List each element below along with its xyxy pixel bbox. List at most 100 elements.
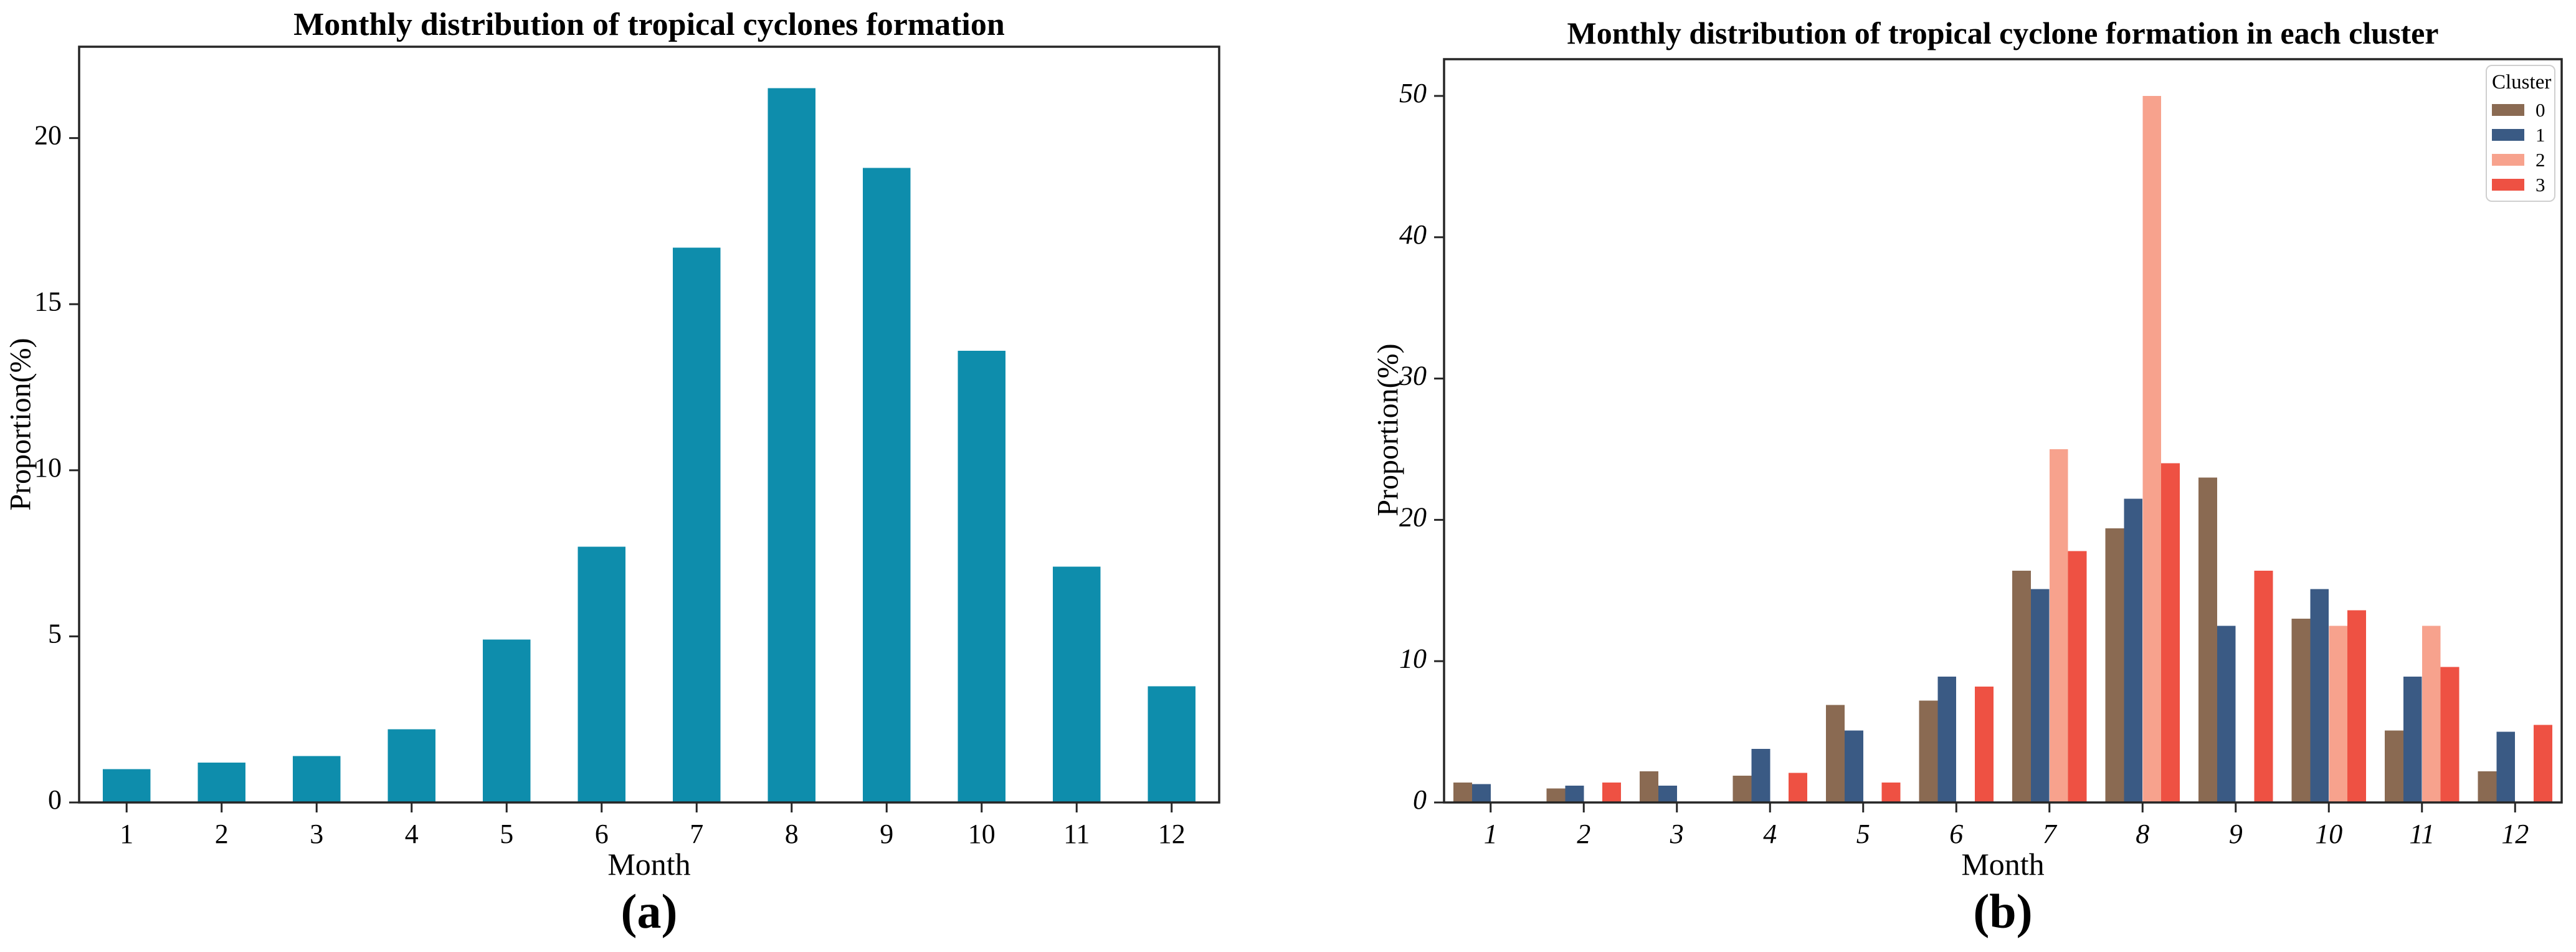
y-tick-label: 0 bbox=[48, 784, 62, 815]
chart-a-caption: (a) bbox=[620, 884, 678, 938]
bar-cluster-1-month-3 bbox=[1658, 785, 1677, 802]
x-tick-label: 7 bbox=[690, 819, 703, 849]
bar-cluster-0-month-12 bbox=[2478, 771, 2497, 802]
bar-month-8 bbox=[768, 88, 815, 803]
bar-month-3 bbox=[293, 756, 341, 802]
y-tick-label: 20 bbox=[34, 120, 62, 151]
bar-cluster-0-month-10 bbox=[2291, 619, 2311, 802]
bar-month-6 bbox=[577, 546, 625, 802]
bar-cluster-3-month-11 bbox=[2440, 667, 2460, 802]
legend-row-cluster-2: 2 bbox=[2492, 150, 2549, 169]
bar-cluster-3-month-12 bbox=[2534, 725, 2553, 802]
bar-cluster-3-month-2 bbox=[1602, 783, 1621, 802]
x-tick-label: 1 bbox=[120, 819, 133, 849]
chart-a-ylabel: Proportion(%) bbox=[4, 338, 37, 511]
bar-cluster-3-month-6 bbox=[1975, 687, 1994, 802]
bar-month-7 bbox=[673, 247, 721, 803]
chart-a-panel: 0 5 10 15 20 1 2 3 4 5 6 7 8 9 10 11 12 Monthly distribu… bbox=[4, 7, 1220, 938]
bar-cluster-0-month-2 bbox=[1546, 788, 1566, 802]
x-tick-label: 5 bbox=[500, 819, 513, 849]
x-tick-label: 6 bbox=[1949, 819, 1963, 849]
bar-cluster-0-month-8 bbox=[2105, 528, 2124, 802]
bar-cluster-3-month-10 bbox=[2347, 610, 2367, 802]
bar-cluster-1-month-4 bbox=[1751, 748, 1770, 802]
bar-cluster-3-month-9 bbox=[2254, 571, 2273, 802]
bar-month-1 bbox=[103, 769, 151, 802]
bar-cluster-0-month-11 bbox=[2385, 730, 2403, 802]
bar-month-2 bbox=[197, 763, 245, 802]
chart-b-panel: 0 10 20 30 40 50 1 2 3 4 5 6 7 8 9 10 11 12 Monthly distr… bbox=[1290, 0, 2576, 952]
x-tick-label: 4 bbox=[1763, 819, 1777, 849]
bar-cluster-1-month-1 bbox=[1471, 784, 1491, 802]
bar-cluster-3-month-7 bbox=[2068, 551, 2087, 802]
bar-cluster-0-month-7 bbox=[2012, 571, 2031, 802]
y-tick-label: 5 bbox=[48, 619, 62, 649]
legend-label-cluster-1: 1 bbox=[2536, 124, 2545, 146]
x-tick-label: 12 bbox=[2501, 819, 2529, 849]
y-tick-label: 0 bbox=[1413, 784, 1427, 815]
bar-cluster-0-month-6 bbox=[1919, 700, 1938, 802]
bar-cluster-3-month-4 bbox=[1789, 773, 1807, 802]
y-tick-label: 15 bbox=[34, 286, 62, 317]
bar-cluster-0-month-3 bbox=[1640, 771, 1658, 802]
x-tick-label: 7 bbox=[2043, 819, 2058, 849]
legend-swatch-cluster-3 bbox=[2492, 179, 2524, 191]
bar-cluster-1-month-12 bbox=[2496, 731, 2516, 802]
chart-b-title: Monthly distribution of tropical cyclone… bbox=[1567, 16, 2439, 50]
legend-label-cluster-2: 2 bbox=[2536, 149, 2545, 171]
x-tick-label: 2 bbox=[215, 819, 229, 849]
chart-b-caption: (b) bbox=[1973, 884, 2033, 938]
bar-cluster-1-month-7 bbox=[2030, 589, 2050, 802]
legend-swatch-cluster-0 bbox=[2492, 104, 2524, 116]
x-tick-label: 3 bbox=[310, 819, 323, 849]
bar-cluster-0-month-5 bbox=[1826, 705, 1845, 802]
plot-frame bbox=[78, 45, 1220, 804]
bar-cluster-1-month-11 bbox=[2403, 677, 2422, 802]
bar-month-4 bbox=[387, 729, 435, 802]
chart-b-ylabel: Proportion(%) bbox=[1371, 343, 1405, 516]
y-tick-label: 10 bbox=[34, 452, 62, 483]
bar-month-9 bbox=[863, 168, 911, 803]
bar-cluster-2-month-11 bbox=[2422, 626, 2441, 802]
x-tick-label: 12 bbox=[1158, 819, 1186, 849]
bar-cluster-1-month-9 bbox=[2217, 626, 2236, 802]
x-tick-label: 10 bbox=[2315, 819, 2342, 849]
bar-cluster-1-month-10 bbox=[2310, 589, 2329, 802]
x-tick-label: 6 bbox=[595, 819, 609, 849]
legend-row-cluster-3: 3 bbox=[2492, 175, 2549, 194]
legend-label-cluster-3: 3 bbox=[2536, 174, 2545, 196]
legend-label-cluster-0: 0 bbox=[2536, 99, 2545, 121]
bar-month-10 bbox=[958, 350, 1005, 802]
x-tick-label: 5 bbox=[1856, 819, 1870, 849]
x-tick-label: 8 bbox=[2136, 819, 2149, 849]
bar-cluster-3-month-8 bbox=[2161, 463, 2180, 802]
x-tick-label: 9 bbox=[2229, 819, 2243, 849]
bar-cluster-0-month-9 bbox=[2198, 477, 2217, 802]
bar-cluster-2-month-8 bbox=[2142, 96, 2162, 802]
y-tick-label: 20 bbox=[1399, 502, 1427, 532]
y-tick-label: 10 bbox=[1399, 643, 1427, 674]
bar-cluster-3-month-5 bbox=[1881, 783, 1901, 802]
x-tick-label: 8 bbox=[785, 819, 799, 849]
chart-a-title: Monthly distribution of tropical cyclone… bbox=[293, 7, 1005, 42]
legend-row-cluster-0: 0 bbox=[2492, 100, 2549, 120]
y-tick-label: 30 bbox=[1399, 361, 1427, 391]
legend-row-cluster-1: 1 bbox=[2492, 125, 2549, 145]
bar-month-11 bbox=[1053, 566, 1101, 802]
legend-swatch-cluster-1 bbox=[2492, 129, 2524, 141]
x-tick-label: 1 bbox=[1484, 819, 1498, 849]
chart-b-xlabel: Month bbox=[1961, 847, 2045, 882]
bar-cluster-1-month-6 bbox=[1937, 677, 1957, 802]
bar-cluster-1-month-5 bbox=[1844, 730, 1863, 802]
legend-title: Cluster bbox=[2492, 71, 2552, 93]
x-tick-label: 3 bbox=[1670, 819, 1684, 849]
bar-cluster-1-month-8 bbox=[2124, 498, 2143, 802]
legend-swatch-cluster-2 bbox=[2492, 154, 2524, 166]
y-tick-label: 40 bbox=[1399, 219, 1427, 250]
x-tick-label: 4 bbox=[405, 819, 419, 849]
chart-a-xlabel: Month bbox=[607, 847, 691, 882]
bar-cluster-2-month-10 bbox=[2329, 626, 2348, 802]
